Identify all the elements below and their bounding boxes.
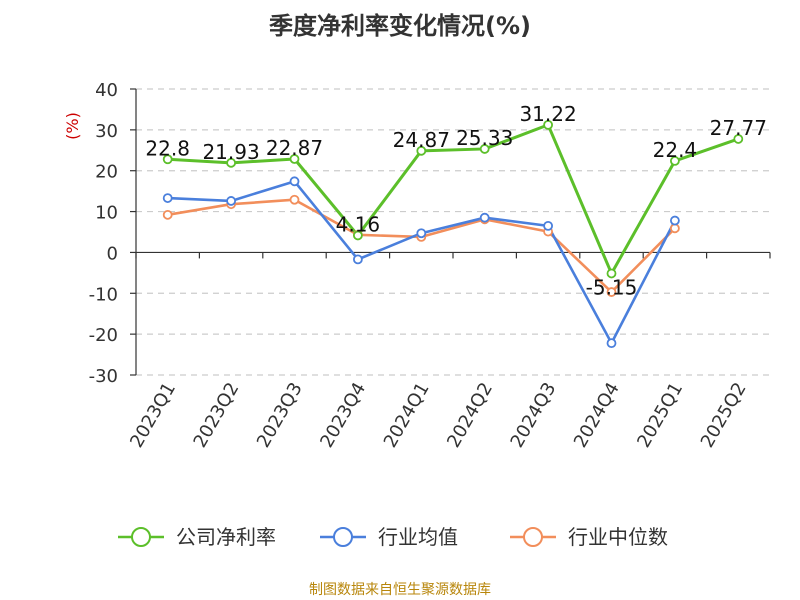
grid-lines: [136, 88, 770, 376]
x-tick-label: 2024Q2: [443, 379, 497, 451]
legend-label: 行业均值: [378, 525, 458, 549]
x-tick-label: 2024Q4: [570, 379, 624, 451]
series-line-0: [167, 123, 739, 275]
data-point: [543, 119, 553, 130]
data-point: [289, 154, 300, 164]
legend-item-1[interactable]: 行业均值: [320, 525, 458, 549]
y-tick-label: 0: [107, 243, 118, 264]
data-point: [352, 254, 363, 265]
data-point: [543, 220, 553, 231]
y-tick-label: 30: [95, 121, 118, 142]
data-label: 22.87: [266, 136, 323, 160]
legend-marker-icon: [131, 527, 151, 547]
data-point: [162, 209, 173, 220]
data-label: 22.8: [145, 136, 190, 160]
x-tick-label: 2024Q3: [507, 379, 561, 451]
y-axis-unit-label: (%): [63, 112, 82, 140]
data-point: [606, 287, 617, 297]
data-label: 22.4: [653, 138, 698, 162]
y-tick-label: 10: [95, 203, 118, 224]
y-tick-label: 20: [95, 162, 118, 183]
data-point: [289, 194, 300, 205]
data-label: 31.22: [519, 102, 576, 126]
x-tick-label: 2025Q1: [633, 379, 687, 451]
data-label: 25.33: [456, 126, 513, 150]
legend-item-2[interactable]: 行业中位数: [510, 525, 668, 549]
data-point: [416, 228, 427, 239]
source-note: 制图数据来自恒生聚源数据库: [309, 582, 491, 598]
data-label: 21.93: [202, 140, 259, 164]
x-tick-label: 2023Q2: [190, 379, 244, 451]
legend-item-0[interactable]: 公司净利率: [118, 525, 276, 549]
data-point: [606, 338, 617, 349]
data-label: 24.87: [393, 128, 450, 152]
y-tick-label: 40: [95, 80, 118, 101]
data-point: [416, 145, 427, 156]
data-point: [352, 230, 363, 241]
x-tick-label: 2023Q4: [316, 379, 370, 451]
data-label: 27.77: [710, 116, 767, 140]
series-points: [162, 119, 744, 349]
data-point: [733, 134, 744, 144]
data-point: [479, 212, 490, 223]
y-tick-label: -20: [89, 325, 118, 346]
data-point: [670, 156, 680, 166]
data-point: [289, 176, 300, 187]
data-point: [162, 154, 173, 165]
x-tick-label: 2024Q1: [380, 379, 434, 451]
data-point: [670, 223, 680, 234]
legend-marker-icon: [333, 527, 353, 547]
data-point: [479, 144, 490, 154]
data-label: -5.15: [586, 276, 638, 300]
chart-title: 季度净利率变化情况(%): [269, 12, 531, 40]
legend-label: 行业中位数: [568, 525, 668, 549]
x-tick-label: 2023Q3: [253, 379, 307, 451]
data-point: [162, 193, 173, 203]
data-point: [226, 196, 237, 206]
data-point: [226, 157, 237, 168]
data-label: 4.16: [336, 212, 381, 236]
legend[interactable]: 公司净利率 行业均值 行业中位数: [118, 525, 668, 549]
x-tick-label: 2023Q1: [126, 379, 180, 451]
data-point: [606, 268, 617, 279]
y-tick-label: -30: [89, 366, 118, 387]
x-tick-label: 2025Q2: [697, 379, 751, 451]
data-point: [670, 215, 680, 226]
legend-marker-icon: [523, 527, 543, 547]
series-line-1: [167, 180, 677, 345]
y-tick-label: -10: [89, 284, 118, 305]
legend-label: 公司净利率: [176, 525, 276, 549]
